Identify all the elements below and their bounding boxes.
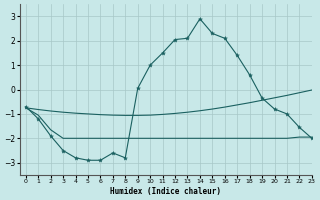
- X-axis label: Humidex (Indice chaleur): Humidex (Indice chaleur): [110, 187, 221, 196]
